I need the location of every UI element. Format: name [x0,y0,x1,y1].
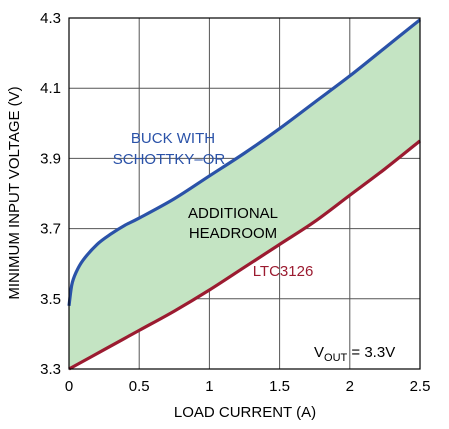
buck-series-label-line2: SCHOTTKY–OR [113,151,226,168]
x-tick-label: 0 [65,378,73,395]
headroom-label-line1: ADDITIONAL [188,205,278,222]
additional-headroom-area [69,19,420,369]
x-tick-label: 2.5 [410,378,431,395]
y-axis-tick-labels: 3.3 3.5 3.7 3.9 4.1 4.3 [40,10,61,378]
x-tick-label: 0.5 [129,378,150,395]
vout-value: = 3.3V [347,344,395,361]
plot-frame [68,17,421,370]
y-tick-label: 3.7 [40,221,61,238]
x-axis-tick-labels: 0 0.5 1 1.5 2 2.5 [65,378,431,395]
vout-annotation: VOUT = 3.3V [314,344,395,364]
y-tick-label: 4.3 [40,10,61,27]
x-tick-label: 1.5 [269,378,290,395]
y-tick-label: 3.5 [40,291,61,308]
y-tick-label: 4.1 [40,80,61,97]
series-line-ltc3126 [68,139,421,371]
ltc3126-series-label: LTC3126 [253,263,314,280]
headroom-label-line2: HEADROOM [189,225,277,242]
y-axis-title: MINIMUM INPUT VOLTAGE (V) [6,86,23,299]
x-tick-label: 2 [346,378,354,395]
x-tick-label: 1 [205,378,213,395]
vout-main: V [314,344,324,361]
y-tick-label: 3.9 [40,150,61,167]
x-axis-title: LOAD CURRENT (A) [174,404,316,421]
buck-series-label-line1: BUCK WITH [131,130,215,147]
y-tick-label: 3.3 [40,361,61,378]
series-line-buck-with-schottky-or [67,18,421,307]
vout-subscript: OUT [324,352,348,364]
